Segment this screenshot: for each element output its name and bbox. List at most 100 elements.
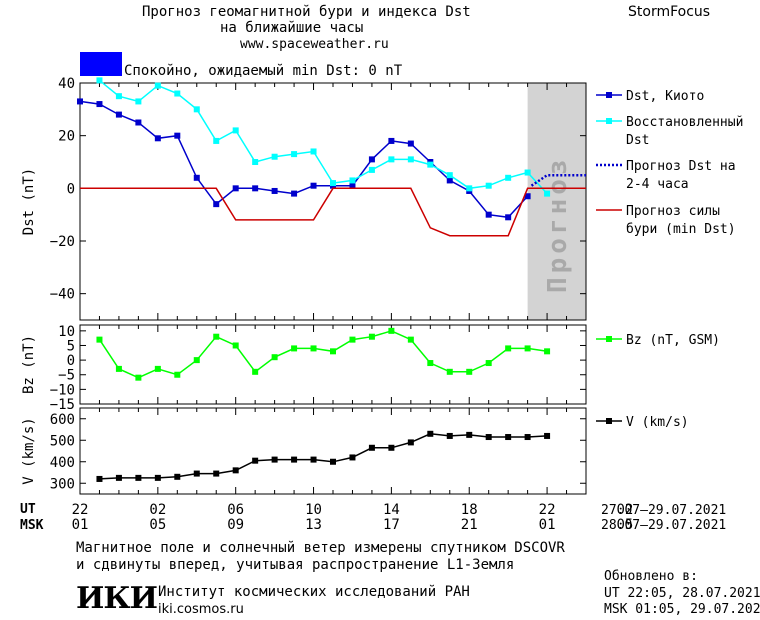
bz-series-line-0 [98,330,548,379]
dst-legend-label: Прогноз силы [626,204,720,219]
dst-panel-frame [79,82,587,321]
dst-data-point [115,111,122,118]
msk-tick-label: 17 [383,517,400,533]
dst-data-point [135,98,142,105]
v-data-point [349,454,356,461]
iki-logo: ИКИ [76,581,158,616]
dst-data-point [193,174,200,181]
bz-data-point [388,327,395,334]
dst-data-point [544,190,551,197]
dst-data-point [310,148,317,155]
dst-data-point [505,214,512,221]
dst-series-line-1 [99,79,548,195]
v-data-point [154,474,161,481]
dst-data-point [232,127,239,134]
dst-data-point [252,159,259,165]
dst-data-point [232,185,239,192]
bz-data-point [330,348,336,355]
source-url: www.spaceweather.ru [240,37,389,52]
v-series-line-0 [99,433,548,480]
bz-data-point [213,333,220,340]
msk-tick-label: 05 [616,517,633,533]
v-data-point [446,432,453,439]
bz-panel-frame [79,324,587,405]
dst-data-point [427,161,434,168]
dst-ytick-label: 0 [67,181,75,197]
bz-ytick-label: −5 [58,368,75,384]
dst-data-point [485,182,492,189]
v-data-point [427,430,434,437]
dst-data-point [330,180,336,187]
institute-site[interactable]: iki.cosmos.ru [158,602,244,617]
dst-data-point [349,182,356,189]
dst-data-point [174,132,181,139]
dst-data-point [77,98,83,105]
v-data-point [505,434,512,441]
v-ytick-label: 500 [50,433,75,449]
msk-tick-label: 05 [149,517,166,533]
v-data-point [271,456,278,463]
v-data-point [115,474,122,481]
dst-data-point [505,174,512,181]
ut-tick-label: 14 [383,502,400,518]
dst-data-point [368,156,375,163]
dst-data-point [96,101,103,108]
dst-data-point [466,185,473,192]
v-ytick-label: 600 [50,412,75,428]
dst-series-line-0 [79,100,529,219]
bz-data-point [446,368,453,375]
v-ytick-label: 400 [50,455,75,471]
dst-ytick-label: −20 [50,234,75,250]
bz-legend-marker [606,336,612,342]
dst-data-point [291,151,298,158]
v-data-point [330,458,336,465]
bz-data-point [505,345,512,352]
dst-legend-label: Прогноз Dst на [626,159,736,174]
bz-data-point [485,360,492,367]
v-data-point [96,475,103,482]
msk-tick-label: 21 [461,517,478,533]
dst-data-point [213,137,220,144]
v-axis-label: V (km/s) [21,417,37,484]
dst-axis-label: Dst (nT) [21,168,37,235]
dst-legend-marker [606,118,612,124]
footer-note-line2: и сдвинуты вперед, учитывая распростране… [76,557,515,573]
dst-data-point [154,135,161,142]
dst-ytick-label: −40 [50,287,75,303]
v-data-point [388,444,395,451]
dst-data-point [407,140,414,147]
v-data-point [174,473,181,480]
v-panel-frame [79,407,587,495]
bz-data-point [544,348,551,355]
bz-data-point [193,357,200,364]
dst-data-point [485,211,492,218]
msk-tick-label: 13 [305,517,322,533]
forecast-region [527,83,586,320]
dst-data-point [388,137,395,144]
dst-series-line-2 [530,173,586,187]
ut-tick-label: 22 [539,502,556,518]
brand-name: StormFocus [628,4,711,20]
ut-tick-label: 10 [305,502,322,518]
dst-ytick-label: 40 [58,76,75,92]
v-data-point [524,434,531,441]
v-data-point [466,431,473,438]
chart-title-line2: на ближайшие часы [220,20,364,36]
v-data-point [368,444,375,451]
dst-data-point [310,182,317,189]
institute-name: Институт космических исследований РАН [158,584,470,600]
dst-data-point [368,166,375,173]
bz-ytick-label: 5 [67,338,75,354]
dst-data-point [388,156,395,163]
bz-data-point [154,365,161,372]
dst-data-point [193,106,200,113]
bz-data-point [349,336,356,343]
bz-axis-label: Bz (nT) [21,335,37,394]
bz-data-point [135,374,142,381]
v-data-point [407,439,414,446]
ut-tick-label: 02 [149,502,166,518]
bz-data-point [407,336,414,343]
bz-data-point [115,365,122,372]
v-legend-label: V (km/s) [626,415,689,430]
